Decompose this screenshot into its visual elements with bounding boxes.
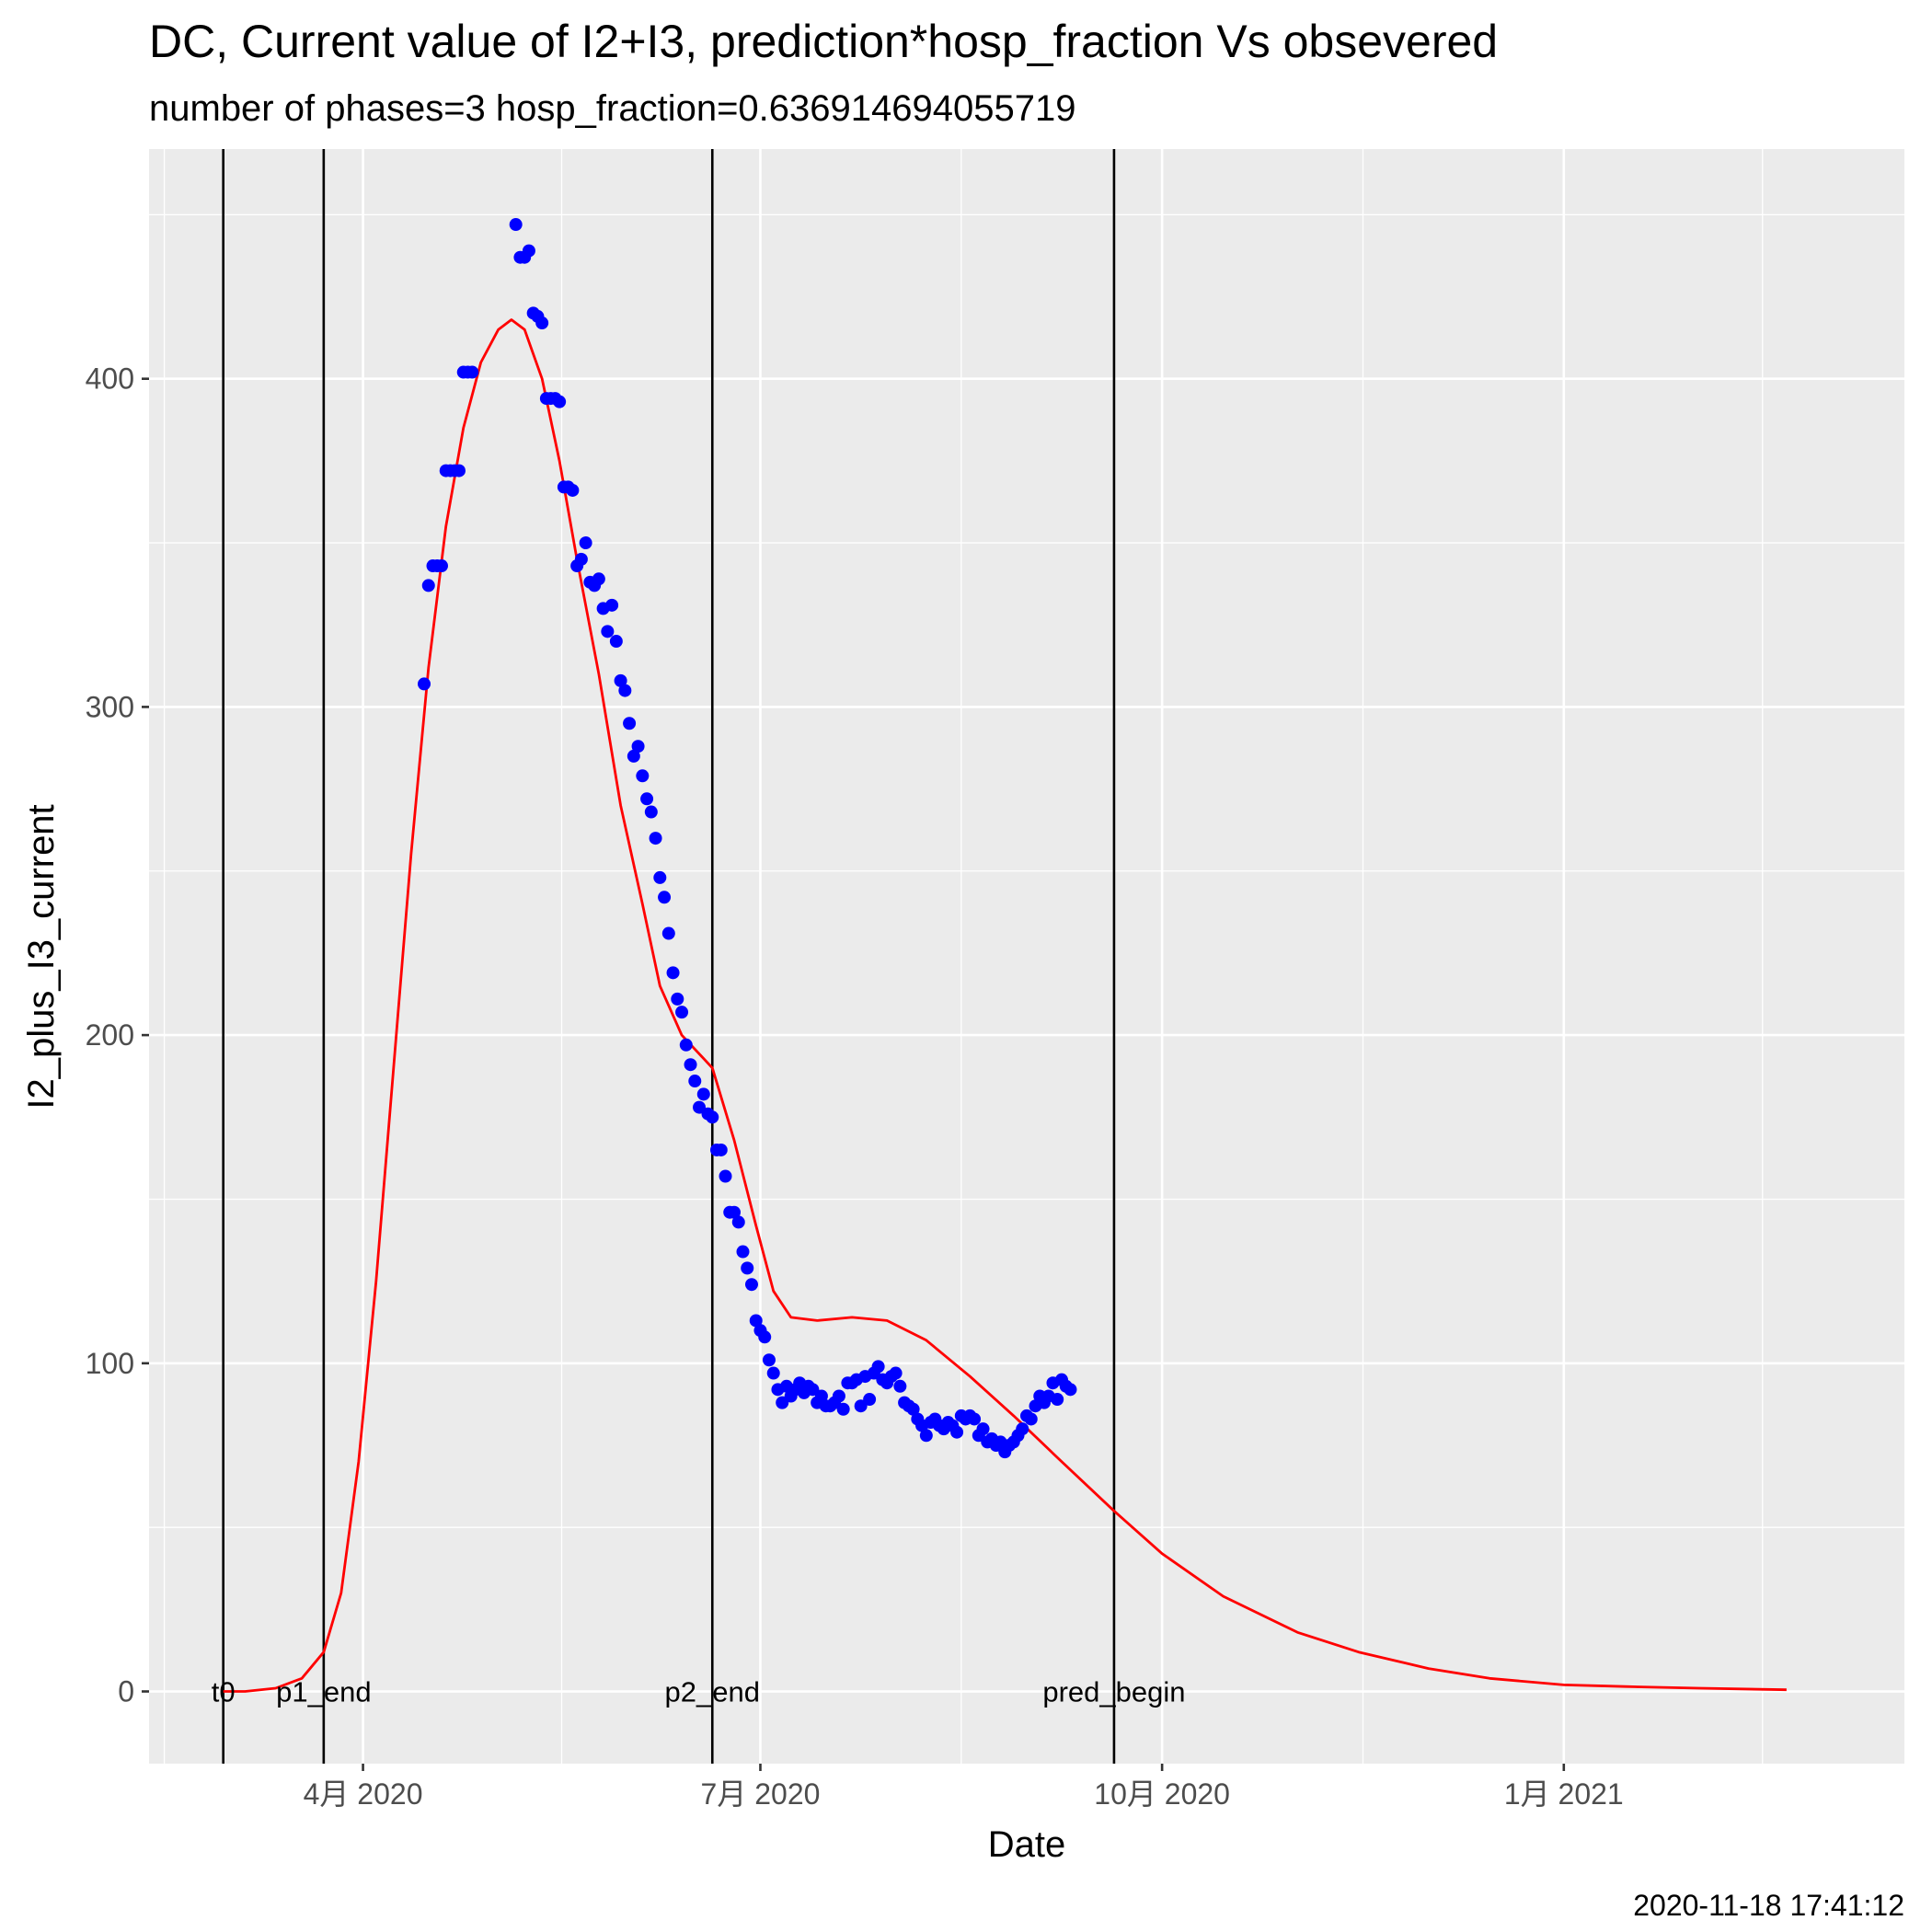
observed-point [592,572,605,586]
phase-line-label: p2_end [665,1676,760,1708]
chart-subtitle: number of phases=3 hosp_fraction=0.63691… [149,88,1075,129]
observed-point [679,1038,693,1052]
observed-point [631,740,645,753]
observed-point [976,1422,990,1436]
observed-point [1064,1383,1077,1397]
chart-title: DC, Current value of I2+I3, prediction*h… [149,16,1498,67]
observed-point [644,805,658,819]
observed-point [863,1393,877,1407]
observed-point [627,749,640,763]
observed-point [640,792,654,806]
observed-point [832,1389,845,1403]
observed-point [653,870,667,884]
y-tick-label: 100 [86,1347,134,1380]
prediction-line [223,318,1787,1693]
observed-point [661,926,675,940]
observed-point [688,1075,702,1088]
observed-point [719,1169,732,1183]
observed-point [509,218,523,232]
x-axis: 4月 2020 7月 2020 10月 2020 1月 2021 [304,1764,1624,1811]
x-tick-label: 7月 2020 [701,1777,821,1811]
observed-point [906,1402,920,1416]
observed-point [1024,1412,1038,1426]
phase-line-label: pred_begin [1042,1676,1185,1708]
observed-point [623,717,637,730]
observed-point [614,673,627,687]
observed-point [731,1215,745,1229]
observed-point [1051,1393,1064,1407]
observed-point [854,1399,868,1413]
observed-point [744,1278,758,1292]
observed-point [762,1353,776,1367]
observed-point [693,1100,707,1114]
observed-point [522,244,535,258]
phase-line-label: p1_end [276,1676,371,1708]
observed-point [919,1429,933,1443]
observed-point [893,1379,907,1393]
observed-point [666,966,680,980]
phase-lines [222,149,1116,1764]
observed-point [658,891,672,904]
x-axis-title: Date [988,1824,1066,1865]
x-tick-label: 1月 2021 [1504,1777,1624,1811]
observed-point [601,625,615,638]
observed-point [758,1330,772,1344]
observed-point [814,1389,828,1403]
caption-timestamp: 2020-11-18 17:41:12 [1633,1889,1904,1922]
x-tick-label: 4月 2020 [304,1777,423,1811]
observed-point [871,1360,885,1374]
observed-point [836,1402,850,1416]
prediction-series [223,318,1787,1693]
minor-gridlines [149,149,1904,1764]
observed-point [535,316,549,330]
observed-point [696,1087,710,1101]
y-axis: 0 100 200 300 400 [86,362,149,1708]
observed-point [675,1006,689,1019]
observed-point [418,677,431,691]
observed-point [776,1396,789,1409]
observed-point [579,536,592,550]
observed-point [574,552,588,566]
observed-point [649,832,662,845]
observed-point [766,1366,780,1380]
observed-point [950,1425,964,1439]
observed-point [466,365,479,379]
y-tick-label: 300 [86,690,134,723]
phase-labels: t0 p1_end p2_end pred_begin [212,1676,1186,1708]
y-tick-label: 0 [118,1675,134,1708]
observed-series [418,218,1077,1459]
observed-point [609,635,623,649]
observed-point [618,684,632,697]
observed-point [684,1058,697,1072]
y-axis-title: I2_plus_I3_current [21,804,62,1109]
observed-point [636,769,650,783]
observed-point [435,559,448,573]
observed-point [553,395,567,408]
observed-point [671,992,684,1006]
x-tick-label: 10月 2020 [1094,1777,1230,1811]
observed-point [452,464,466,477]
y-tick-label: 400 [86,362,134,396]
y-tick-label: 200 [86,1018,134,1052]
observed-point [714,1143,728,1156]
observed-point [736,1245,750,1259]
observed-point [968,1412,982,1426]
observed-point [421,579,435,592]
observed-point [889,1366,903,1380]
observed-point [749,1314,763,1328]
observed-point [566,483,580,497]
observed-point [706,1110,719,1124]
plot-panel [149,149,1904,1764]
observed-point [1016,1422,1029,1436]
phase-line-label: t0 [212,1676,236,1708]
major-gridlines [149,149,1904,1764]
observed-point [605,598,619,612]
observed-point [741,1261,754,1275]
observed-point [728,1205,741,1219]
observed-point [806,1383,820,1397]
